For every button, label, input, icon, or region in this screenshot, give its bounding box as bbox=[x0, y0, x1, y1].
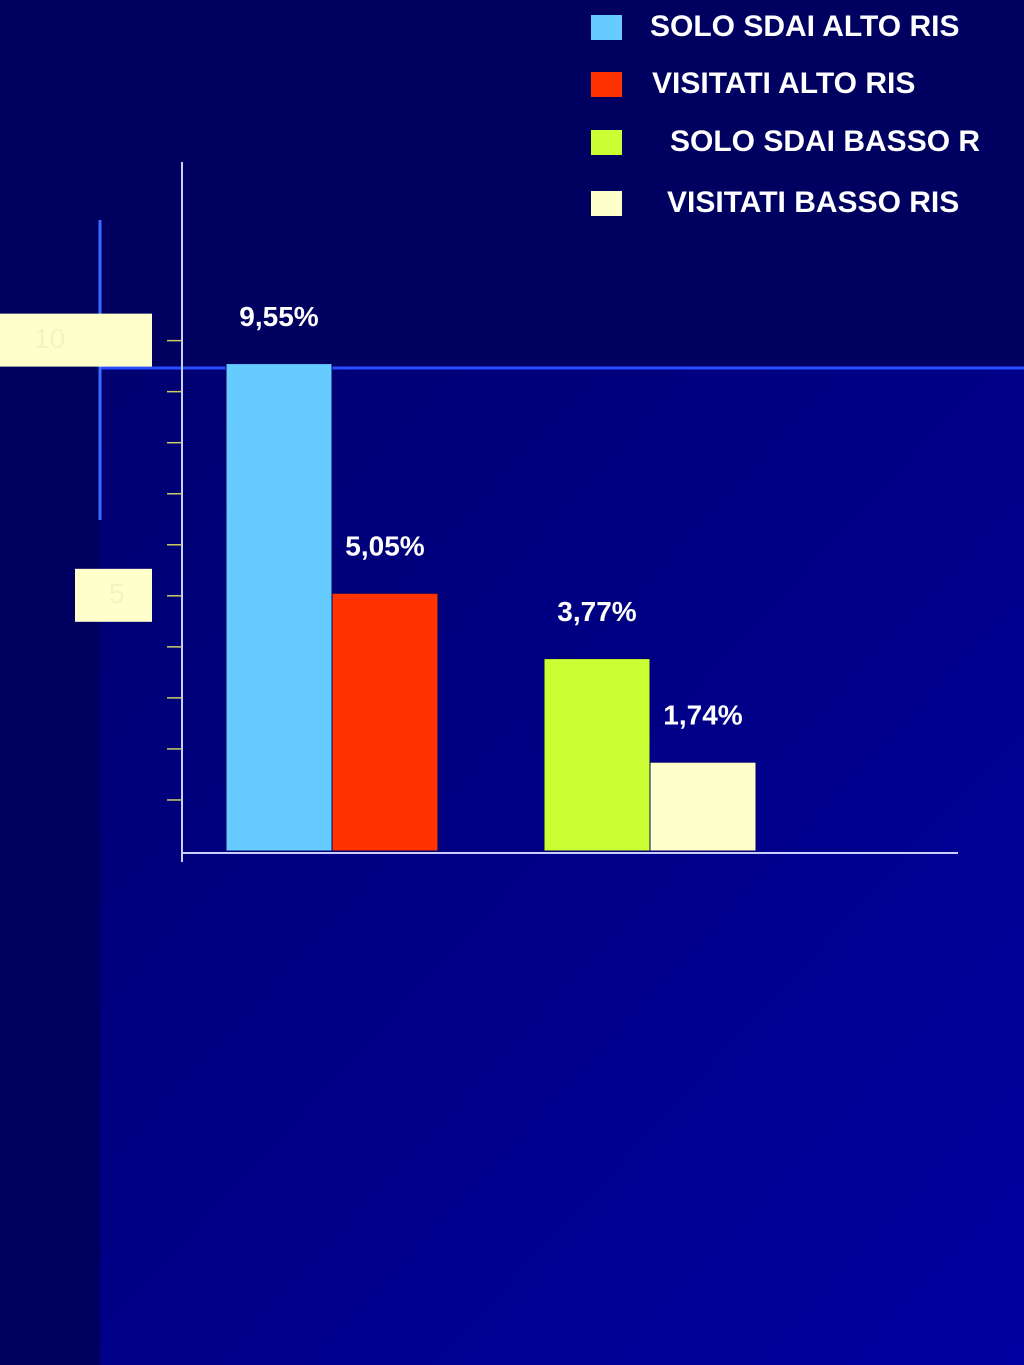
legend-swatch bbox=[591, 191, 622, 216]
value-label: 3,77% bbox=[557, 596, 636, 627]
legend-label: VISITATI ALTO RIS bbox=[652, 67, 915, 100]
value-label: 9,55% bbox=[239, 301, 318, 332]
y-tick-label: 5 bbox=[109, 578, 125, 609]
legend-swatch bbox=[591, 72, 622, 97]
value-label: 1,74% bbox=[663, 700, 742, 731]
legend-label: VISITATI BASSO RIS bbox=[667, 186, 959, 219]
legend-swatch bbox=[591, 15, 622, 40]
bar bbox=[543, 658, 651, 852]
legend-swatch bbox=[591, 130, 622, 155]
legend-label: SOLO SDAI ALTO RIS bbox=[650, 10, 959, 43]
y-tick-box bbox=[75, 568, 152, 622]
legend-label: SOLO SDAI BASSO R bbox=[670, 125, 980, 158]
value-label: 5,05% bbox=[345, 531, 424, 562]
y-tick-box bbox=[0, 313, 152, 367]
bar bbox=[225, 363, 333, 852]
y-tick-label: 10 bbox=[34, 323, 65, 354]
bar bbox=[649, 761, 757, 852]
bar bbox=[331, 592, 439, 852]
